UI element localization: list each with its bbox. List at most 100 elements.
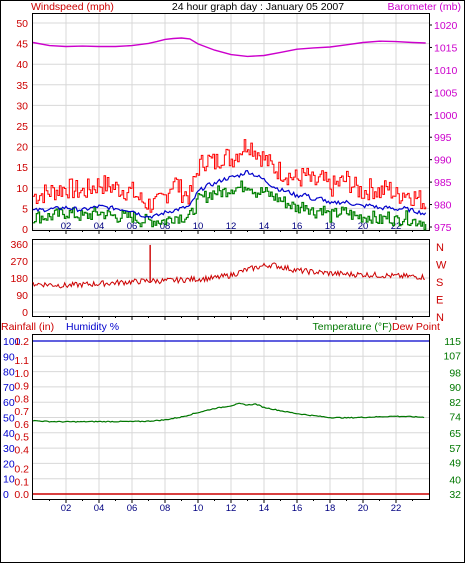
barometer-tick-label: 1010 <box>434 65 458 77</box>
temperature-tick-label: 82 <box>449 397 461 409</box>
x-tick-label: 20 <box>358 503 369 514</box>
x-tick-label: 18 <box>325 503 336 514</box>
direction-panel-grid <box>33 240 429 320</box>
windspeed-axis-title: Windspeed (mph) <box>31 1 114 13</box>
temperature-axis-title: Temperature (°F) <box>313 321 392 333</box>
windspeed-tick-label: 20 <box>16 142 28 154</box>
compass-label: N <box>436 312 444 324</box>
windspeed-tick-label: 10 <box>16 183 28 195</box>
wind-series <box>32 37 427 231</box>
temperature-tick-label: 49 <box>449 458 461 470</box>
temperature-tick-label: 57 <box>449 443 461 455</box>
temp-panel-x-axis: 02 04 06 08 10 12 14 16 18 20 22 <box>61 503 402 514</box>
temperature-tick-label: 98 <box>449 367 461 379</box>
humidity-tick-label: 70 <box>3 382 15 394</box>
barometer-tick-label: 1020 <box>434 20 458 32</box>
direction-tick-label: 0 <box>22 307 28 319</box>
temperature-tick-label: 74 <box>449 412 461 424</box>
barometer-line <box>32 37 426 58</box>
rainfall-tick-label: 0.7 <box>14 406 29 418</box>
humidity-tick-label: 0 <box>3 489 9 501</box>
rainfall-tick-label: 0.5 <box>14 432 29 444</box>
rainfall-tick-label: 1.0 <box>14 368 29 380</box>
humidity-tick-label: 40 <box>3 428 15 440</box>
humidity-tick-label: 30 <box>3 443 15 455</box>
barometer-tick-label: 995 <box>434 132 452 144</box>
x-tick-label: 14 <box>259 221 270 232</box>
compass-label: E <box>436 295 443 307</box>
barometer-tick-label: 1015 <box>434 42 458 54</box>
rainfall-tick-label: 0.8 <box>14 393 29 405</box>
rain-humidity-axis: 0 10 20 30 40 50 60 70 80 90 100 0.00.10.2 0.40.50.6… <box>3 336 29 501</box>
barometer-axis-title: Barometer (mb) <box>387 1 461 13</box>
x-tick-label: 12 <box>226 503 237 514</box>
temperature-tick-label: 65 <box>449 428 461 440</box>
barometer-tick-label: 1005 <box>434 87 458 99</box>
windspeed-axis: 0 5 10 15 20 25 30 35 40 45 50 <box>16 18 28 236</box>
rainfall-tick-label: 0.1 <box>14 476 29 488</box>
x-tick-label: 06 <box>127 503 138 514</box>
temperature-tick-label: 32 <box>449 489 461 501</box>
windspeed-tick-label: 5 <box>22 203 28 215</box>
rainfall-tick-label: 0.0 <box>14 489 29 501</box>
x-tick-label: 10 <box>193 503 204 514</box>
x-tick-label: 02 <box>61 503 72 514</box>
x-tick-label: 20 <box>358 221 369 232</box>
direction-tick-label: 360 <box>10 239 28 251</box>
windspeed-tick-label: 35 <box>16 80 28 92</box>
barometer-tick-label: 975 <box>434 222 452 234</box>
rainfall-tick-label: 0.4 <box>14 444 29 456</box>
windspeed-tick-label: 25 <box>16 121 28 133</box>
barometer-tick-label: 1000 <box>434 110 458 122</box>
barometer-tick-label: 980 <box>434 200 452 212</box>
x-tick-label: 16 <box>292 221 303 232</box>
windspeed-tick-label: 45 <box>16 39 28 51</box>
average-wind-line <box>32 169 427 219</box>
rainfall-tick-label: 0.9 <box>14 381 29 393</box>
windspeed-tick-label: 40 <box>16 59 28 71</box>
x-tick-label: 04 <box>94 221 105 232</box>
x-tick-label: 08 <box>160 503 171 514</box>
x-tick-label: 22 <box>391 221 402 232</box>
temperature-tick-label: 40 <box>449 474 461 486</box>
humidity-tick-label: 50 <box>3 413 15 425</box>
wind-panel-x-axis: 02 04 06 08 10 12 14 16 18 20 22 <box>61 221 402 232</box>
x-tick-label: 04 <box>94 503 105 514</box>
rainfall-tick-label: 0.6 <box>14 419 29 431</box>
humidity-tick-label: 100 <box>3 336 21 348</box>
chart-title: 24 hour graph day : January 05 2007 <box>172 1 344 13</box>
x-tick-label: 18 <box>325 221 336 232</box>
temperature-tick-label: 90 <box>449 382 461 394</box>
windspeed-tick-label: 30 <box>16 100 28 112</box>
direction-tick-label: 270 <box>10 256 28 268</box>
temp-panel-grid <box>33 335 429 503</box>
x-tick-label: 16 <box>292 503 303 514</box>
x-tick-label: 10 <box>193 221 204 232</box>
compass-label: W <box>436 260 447 272</box>
compass-label: N <box>436 242 444 254</box>
compass-label: S <box>436 277 443 289</box>
rainfall-tick-label: 1.1 <box>14 355 29 367</box>
direction-series <box>32 244 426 289</box>
wind-panel-grid <box>33 14 432 234</box>
windspeed-tick-label: 0 <box>22 224 28 236</box>
direction-degree-axis: 0 90 180 270 360 <box>10 239 28 319</box>
barometer-tick-label: 985 <box>434 177 452 189</box>
humidity-tick-label: 60 <box>3 397 15 409</box>
x-tick-label: 22 <box>391 503 402 514</box>
humidity-tick-label: 20 <box>3 458 15 470</box>
x-tick-label: 08 <box>160 221 171 232</box>
wind-direction-line <box>32 262 426 289</box>
direction-tick-label: 180 <box>10 273 28 285</box>
x-tick-label: 14 <box>259 503 270 514</box>
dewpoint-axis-title: Dew Point <box>392 321 440 333</box>
rainfall-tick-label: 0.2 <box>14 464 29 476</box>
x-tick-label: 02 <box>61 221 72 232</box>
temperature-tick-label: 115 <box>444 336 461 348</box>
barometer-tick-label: 990 <box>434 155 452 167</box>
